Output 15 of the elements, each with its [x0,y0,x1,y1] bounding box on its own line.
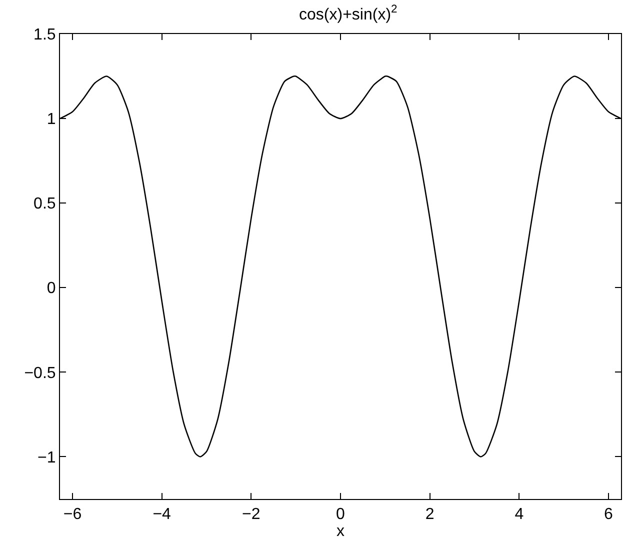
x-axis-title: x [336,523,344,540]
x-tick-label: 0 [336,506,346,524]
x-tick-label: 2 [425,506,434,524]
y-tick-label: 0.5 [34,196,56,213]
y-tick-label: −0.5 [24,364,56,382]
chart-title: cos(x)+sin(x)$^{2}$ [299,4,398,24]
y-tick-label: 1.5 [34,26,56,44]
x-tick-label: 4 [514,506,524,524]
y-tick-label: 1 [46,111,56,128]
y-tick-label: 0 [46,280,56,298]
x-tick-label: 6 [604,506,614,524]
x-tick-label: −4 [152,506,172,524]
x-tick-label: −2 [242,506,260,524]
y-tick-label: −1 [38,449,56,466]
x-tick-label: −6 [63,506,82,524]
